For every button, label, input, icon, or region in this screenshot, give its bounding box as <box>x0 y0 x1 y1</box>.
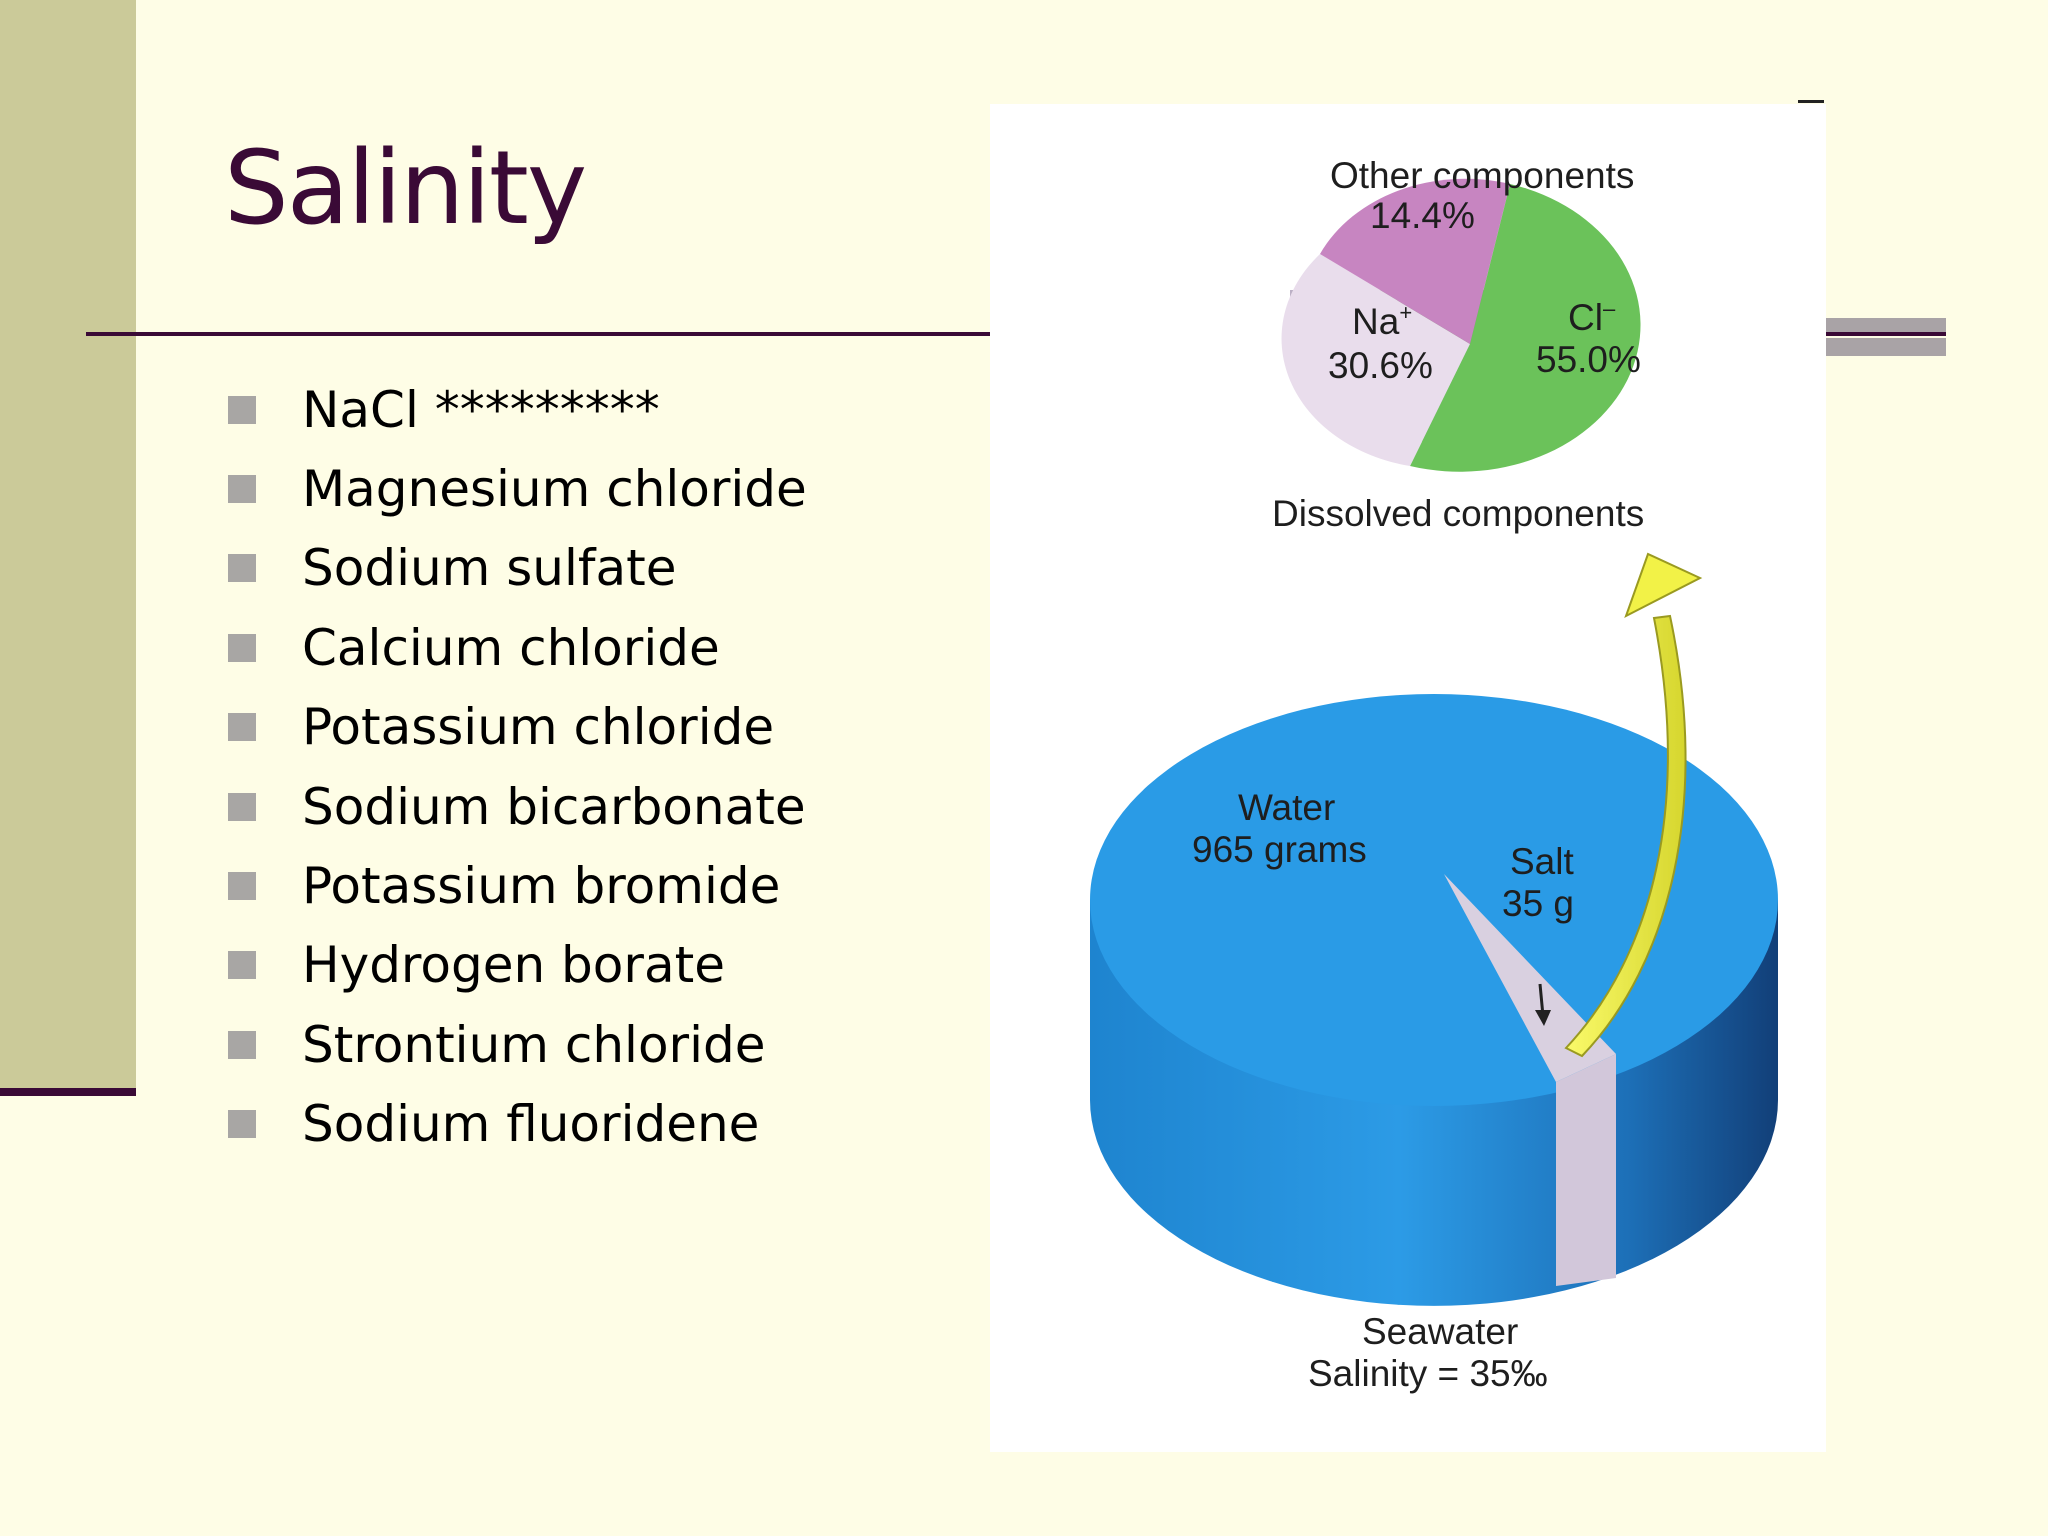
salt-list: NaCl ********* Magnesium chloride Sodium… <box>228 370 807 1164</box>
bullet-square-icon <box>228 475 256 504</box>
salinity-caption: Salinity = 35‰ <box>1308 1353 1548 1394</box>
list-item-text: Potassium bromide <box>302 857 781 916</box>
water-value: 965 grams <box>1192 829 1367 870</box>
decorative-side-bar-underline <box>0 1088 136 1096</box>
salt-value: 35 g <box>1502 883 1574 924</box>
pie-value-na: 30.6% <box>1328 345 1433 386</box>
title-divider-accent-line <box>1826 332 1946 336</box>
list-item: Strontium chloride <box>228 1005 807 1084</box>
pie-label-na: Na+ <box>1352 300 1412 342</box>
list-item-text: Calcium chloride <box>302 618 720 677</box>
title-divider-accent-bottom <box>1826 338 1946 356</box>
pie-label-cl: Cl– <box>1568 296 1616 338</box>
bullet-square-icon <box>228 713 256 742</box>
dissolve-arrow <box>1564 552 1703 1058</box>
pie-value-cl: 55.0% <box>1536 339 1641 380</box>
list-item-text: Magnesium chloride <box>302 460 807 519</box>
list-item-text: Hydrogen borate <box>302 936 725 995</box>
salt-pointer-head-icon <box>1535 1010 1551 1026</box>
bullet-square-icon <box>228 872 256 901</box>
list-item: Sodium sulfate <box>228 529 807 608</box>
pie-label-cl-sup: – <box>1603 296 1616 321</box>
salt-wedge-side <box>1556 1054 1616 1286</box>
salt-wedge-top <box>1444 874 1616 1082</box>
dissolved-components-pie <box>1281 178 1641 472</box>
list-item-text: Sodium sulfate <box>302 539 677 598</box>
pie-label-cl-text: Cl <box>1568 297 1603 338</box>
list-item-text: Sodium fluoridene <box>302 1095 760 1154</box>
pie-label-other: Other components <box>1330 155 1634 196</box>
slide-title: Salinity <box>224 129 587 248</box>
list-item: Sodium fluoridene <box>228 1085 807 1164</box>
list-item-text: Potassium chloride <box>302 698 775 757</box>
list-item: Potassium bromide <box>228 846 807 925</box>
decorative-side-bar <box>0 0 136 1088</box>
bullet-square-icon <box>228 633 256 662</box>
seawater-composition-figure: Other components 14.4% Na+ 30.6% Cl– 55.… <box>990 104 1826 1452</box>
pie-slice-na <box>1281 254 1470 466</box>
list-item: Magnesium chloride <box>228 449 807 528</box>
list-item: Potassium chloride <box>228 688 807 767</box>
pie-slice-cl <box>1410 184 1641 472</box>
list-item-text: NaCl ********* <box>302 380 660 439</box>
bullet-square-icon <box>228 1110 256 1139</box>
bullet-square-icon <box>228 554 256 583</box>
figure-corner-mark <box>1798 100 1824 103</box>
list-item-text: Sodium bicarbonate <box>302 777 806 836</box>
list-item: NaCl ********* <box>228 370 807 449</box>
salt-label: Salt <box>1510 841 1574 882</box>
pie-label-na-sup: + <box>1399 300 1412 325</box>
bullet-square-icon <box>228 1030 256 1059</box>
bullet-square-icon <box>228 395 256 424</box>
pie-value-other: 14.4% <box>1370 195 1475 236</box>
pie-slice-other <box>1320 178 1510 344</box>
water-label: Water <box>1238 787 1335 828</box>
title-divider <box>86 332 990 336</box>
list-item: Sodium bicarbonate <box>228 767 807 846</box>
title-divider-accent-top <box>1826 318 1946 332</box>
list-item: Hydrogen borate <box>228 926 807 1005</box>
arrow-head-icon <box>1624 552 1703 619</box>
pie-label-na-text: Na <box>1352 301 1400 342</box>
seawater-caption: Seawater <box>1362 1311 1518 1352</box>
pie-caption: Dissolved components <box>1272 493 1644 534</box>
bullet-square-icon <box>228 792 256 821</box>
bullet-square-icon <box>228 951 256 980</box>
list-item: Calcium chloride <box>228 608 807 687</box>
list-item-text: Strontium chloride <box>302 1015 766 1074</box>
